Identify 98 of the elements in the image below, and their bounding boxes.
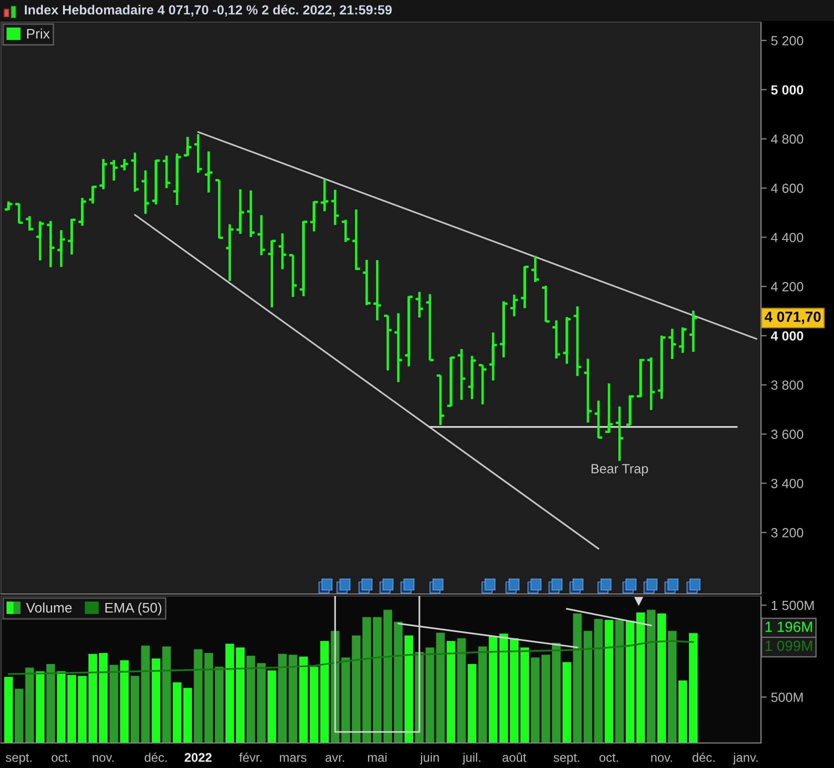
y-tick-label: 3 400 bbox=[771, 478, 804, 488]
bar bbox=[626, 620, 634, 743]
bar bbox=[383, 610, 392, 743]
legend-label: Prix bbox=[27, 28, 50, 39]
bar bbox=[636, 612, 645, 743]
bar bbox=[56, 671, 66, 743]
y-tick-label: 4 400 bbox=[771, 232, 804, 242]
bar bbox=[394, 622, 403, 743]
bar bbox=[204, 652, 213, 743]
bar bbox=[278, 654, 287, 743]
bar bbox=[172, 682, 182, 743]
bar bbox=[510, 638, 519, 743]
bar bbox=[604, 620, 614, 743]
x-tick-label: août bbox=[502, 752, 526, 762]
text: 4 071,70 bbox=[764, 312, 821, 324]
x-tick-label: avr. bbox=[326, 755, 344, 762]
line-series bbox=[8, 640, 694, 675]
bar bbox=[110, 664, 118, 743]
bar bbox=[4, 676, 13, 743]
bar bbox=[152, 658, 160, 743]
y-tick-label: 4 000 bbox=[770, 331, 804, 341]
x-tick-label: mai bbox=[368, 752, 386, 762]
bar bbox=[362, 617, 372, 743]
bar bbox=[183, 688, 192, 743]
y-tick-label: 1 500M bbox=[772, 600, 814, 610]
bar bbox=[688, 633, 698, 743]
bar bbox=[541, 654, 550, 743]
bar bbox=[446, 641, 456, 743]
x-tick-label: nov. bbox=[92, 755, 114, 762]
x-tick-label: mars bbox=[280, 755, 306, 762]
bar bbox=[615, 620, 624, 743]
x-tick-label: déc. bbox=[144, 752, 167, 762]
bar bbox=[552, 642, 561, 743]
bar bbox=[288, 654, 298, 743]
y-tick-label: 4 600 bbox=[771, 184, 804, 193]
bar bbox=[257, 663, 266, 743]
x-tick-label: juin bbox=[420, 752, 439, 764]
bar bbox=[657, 613, 666, 743]
x-tick-label: sept. bbox=[6, 754, 32, 764]
y-tick-label: 3 200 bbox=[771, 528, 804, 538]
bar bbox=[268, 670, 276, 743]
text: 1 099M bbox=[766, 640, 812, 651]
x-tick-label: oct. bbox=[599, 754, 618, 762]
x-tick-label: 2022 bbox=[184, 753, 212, 762]
bar bbox=[46, 664, 55, 743]
bar bbox=[194, 649, 202, 743]
x-tick-label: nov. bbox=[651, 755, 672, 762]
y-tick-label: 500M bbox=[771, 692, 803, 702]
bar bbox=[499, 634, 508, 743]
bar bbox=[520, 647, 530, 743]
bar bbox=[25, 668, 34, 743]
bar bbox=[457, 638, 466, 743]
y-tick-label: 4 200 bbox=[771, 282, 804, 292]
annotation: Bear Trap bbox=[592, 464, 648, 476]
bar bbox=[14, 688, 24, 743]
bar bbox=[341, 658, 350, 743]
text: 1 196M bbox=[766, 622, 812, 632]
bar bbox=[426, 647, 434, 743]
bar bbox=[468, 664, 476, 743]
bar bbox=[352, 636, 360, 743]
chart-title: Index Hebdomadaire 4 071,70 -0,12 % 2 déc. 2022, 21:59:59 bbox=[24, 4, 392, 16]
bar bbox=[78, 676, 87, 743]
legend-label: Volume bbox=[26, 602, 72, 613]
bar bbox=[120, 660, 129, 743]
x-tick-label: juil. bbox=[462, 752, 480, 764]
bar bbox=[488, 636, 498, 743]
bar bbox=[562, 662, 572, 743]
x-tick-label: sept. bbox=[554, 754, 580, 764]
y-tick-label: 3 800 bbox=[771, 380, 804, 390]
bar bbox=[584, 630, 592, 743]
bar bbox=[668, 630, 677, 743]
y-tick-label: 5 200 bbox=[771, 36, 804, 46]
bar bbox=[88, 654, 98, 743]
bar bbox=[36, 671, 44, 743]
bar bbox=[404, 636, 414, 743]
bar bbox=[646, 610, 656, 743]
bar bbox=[67, 675, 76, 743]
x-tick-label: févr. bbox=[239, 752, 262, 762]
bar bbox=[436, 632, 445, 743]
y-tick-label: 3 600 bbox=[771, 430, 804, 439]
legend-label: EMA (50) bbox=[105, 602, 162, 616]
bar bbox=[530, 658, 540, 743]
bar bbox=[214, 666, 224, 743]
bar bbox=[594, 618, 603, 743]
bar bbox=[99, 652, 108, 743]
bar bbox=[246, 656, 256, 743]
y-tick-label: 5 000 bbox=[771, 85, 804, 95]
x-tick-label: janv. bbox=[732, 752, 758, 764]
y-tick-label: 4 800 bbox=[771, 134, 804, 144]
x-tick-label: oct. bbox=[52, 754, 70, 762]
bar bbox=[678, 680, 688, 743]
bar bbox=[478, 646, 487, 743]
bar bbox=[225, 644, 234, 743]
bar bbox=[372, 617, 382, 743]
bar bbox=[162, 646, 171, 743]
bar bbox=[573, 613, 582, 743]
bar bbox=[236, 647, 245, 743]
x-tick-label: déc. bbox=[692, 752, 714, 762]
